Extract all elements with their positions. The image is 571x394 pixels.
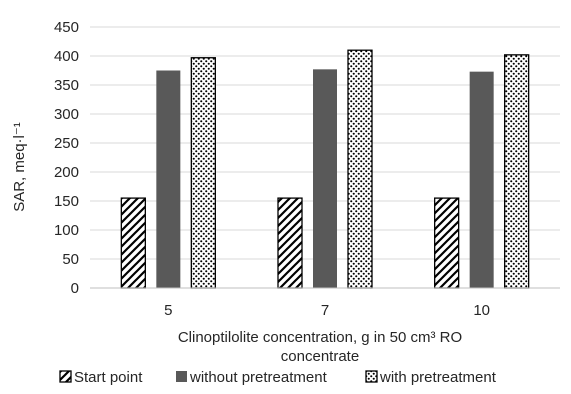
bar [347, 49, 373, 289]
legend-label: with pretreatment [379, 369, 497, 386]
legend-swatch [365, 370, 378, 383]
y-tick-label: 50 [62, 251, 79, 268]
axes: 0 50 100 150 200 250 300 350 400 450 5 7 10 [54, 19, 560, 319]
y-axis-title: SAR, meq·l⁻¹ [11, 122, 28, 212]
y-tick-label: 100 [54, 222, 79, 239]
y-tick-label: 450 [54, 19, 79, 36]
y-tick-label: 400 [54, 48, 79, 65]
x-axis-title-line-1: Clinoptilolite concentration, g in 50 cm… [178, 329, 462, 346]
legend-swatch [176, 371, 187, 382]
bar [156, 70, 181, 288]
legend: Start point without pretreatment with pret… [59, 369, 497, 386]
legend-label: without pretreatment [189, 369, 328, 386]
legend-label: Start point [74, 369, 143, 386]
x-tick-label: 10 [473, 302, 490, 319]
bar [469, 71, 494, 288]
x-axis-title-line-2: concentrate [281, 348, 359, 365]
y-tick-label: 200 [54, 164, 79, 181]
y-tick-label: 250 [54, 135, 79, 152]
y-tick-label: 150 [54, 193, 79, 210]
y-tick-label: 350 [54, 77, 79, 94]
bar [313, 69, 337, 288]
x-tick-label: 7 [321, 302, 329, 319]
bar [190, 57, 216, 289]
bar [434, 197, 460, 289]
bars [120, 49, 530, 289]
bar [120, 197, 146, 289]
bar [504, 54, 530, 289]
x-tick-label: 5 [164, 302, 172, 319]
legend-swatch [59, 370, 72, 383]
bar [277, 197, 303, 289]
y-tick-label: 300 [54, 106, 79, 123]
y-tick-label: 0 [71, 280, 79, 297]
